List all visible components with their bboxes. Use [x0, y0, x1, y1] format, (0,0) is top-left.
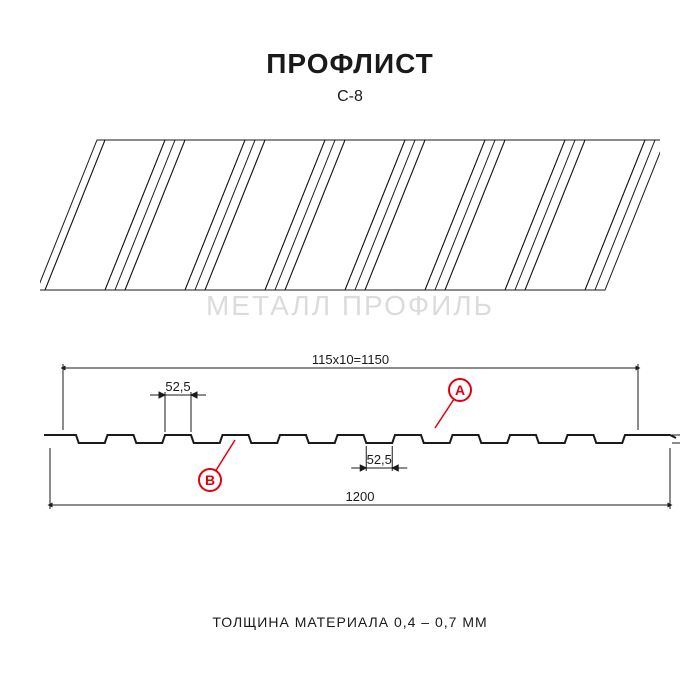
iso-ridge — [45, 140, 165, 290]
page-subtitle: С-8 — [0, 88, 700, 106]
dim-rib-bottom-label: 52,5 — [367, 452, 392, 467]
callout-b-label: B — [205, 472, 215, 488]
iso-ridge — [125, 140, 245, 290]
iso-ridge — [445, 140, 565, 290]
iso-leading-edge — [40, 140, 105, 290]
material-thickness-note: ТОЛЩИНА МАТЕРИАЛА 0,4 – 0,7 ММ — [0, 614, 700, 630]
iso-ridge — [365, 140, 485, 290]
iso-groove-line — [515, 140, 575, 290]
page-title: ПРОФЛИСТ — [0, 48, 700, 80]
iso-groove-line — [355, 140, 415, 290]
dim-working-width-label: 115х10=1150 — [312, 352, 389, 367]
iso-ridge — [285, 140, 405, 290]
iso-groove-line — [195, 140, 255, 290]
iso-groove-line — [115, 140, 175, 290]
cross-section-diagram: 115х10=1150120052,552,58AB — [40, 350, 680, 530]
iso-groove-line — [595, 140, 655, 290]
dim-overall-width-label: 1200 — [346, 489, 375, 504]
iso-ridge — [205, 140, 325, 290]
iso-groove — [585, 140, 660, 290]
iso-groove-line — [275, 140, 335, 290]
profile-polyline — [44, 435, 676, 443]
iso-groove-line — [435, 140, 495, 290]
callout-a-label: A — [455, 382, 465, 398]
iso-ridge — [525, 140, 645, 290]
isometric-diagram — [40, 130, 660, 300]
dim-rib-top-label: 52,5 — [165, 379, 190, 394]
